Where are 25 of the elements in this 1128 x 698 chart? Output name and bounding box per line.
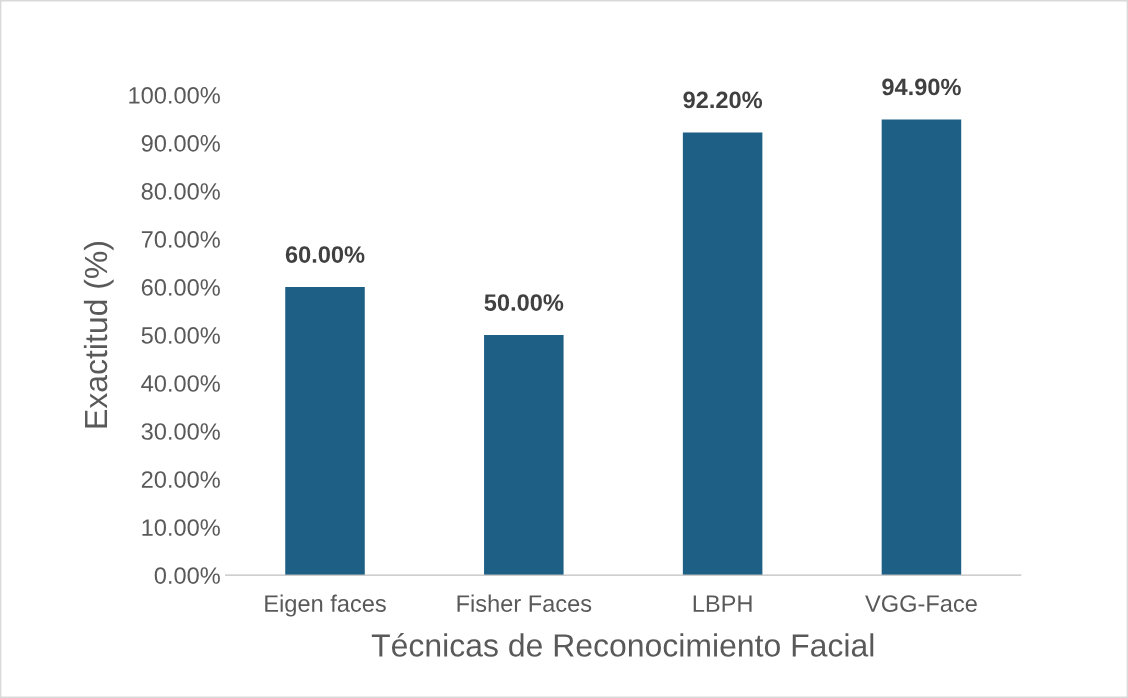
data-label: 94.90%: [882, 78, 961, 96]
y-axis-title: Exactitud (%): [83, 242, 114, 428]
x-tick-label: LBPH: [693, 595, 752, 612]
y-tick-label: 90.00%: [141, 135, 220, 152]
bar: [682, 132, 763, 576]
x-tick-label: Fisher Faces: [457, 594, 592, 612]
y-tick-label: 50.00%: [141, 327, 220, 344]
y-tick-label: 30.00%: [141, 423, 220, 440]
data-label: 92.20%: [683, 91, 763, 109]
bar: [285, 287, 365, 576]
y-tick-label: 40.00%: [141, 375, 220, 392]
y-tick-label: 0.00%: [154, 567, 220, 584]
data-label: 60.00%: [285, 246, 365, 263]
x-tick-label: VGG-Face: [865, 595, 977, 612]
y-tick-label: 60.00%: [141, 279, 220, 296]
bar: [484, 335, 564, 576]
data-label: 50.00%: [484, 294, 564, 311]
y-tick-label: 10.00%: [142, 519, 220, 536]
y-tick-label: 100.00%: [129, 87, 220, 104]
bar: [881, 119, 962, 576]
x-tick-label: Eigen faces: [265, 594, 386, 617]
y-tick-label: 20.00%: [141, 471, 220, 488]
x-axis-title: Técnicas de Reconocimiento Facial: [371, 632, 874, 657]
y-tick-label: 80.00%: [141, 183, 220, 200]
y-tick-label: 70.00%: [141, 231, 220, 248]
